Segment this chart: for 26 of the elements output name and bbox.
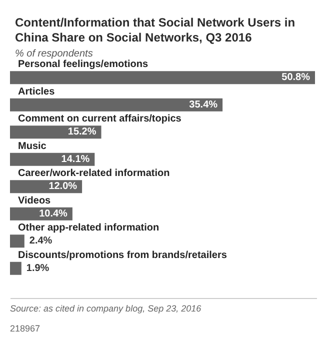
- data-label: 1.9%: [26, 262, 50, 274]
- source-note: Source: as cited in company blog, Sep 23, 2016: [10, 304, 202, 314]
- y-tick-label: Discounts/promotions from brands/retailers: [18, 250, 228, 261]
- data-label: 2.4%: [29, 236, 52, 247]
- y-tick-label: Music: [18, 140, 47, 152]
- y-tick-label: Personal feelings/emotions: [18, 59, 148, 70]
- y-tick-label: Articles: [18, 86, 56, 98]
- bar: [10, 234, 24, 248]
- bar: [10, 71, 315, 84]
- bar: [10, 126, 102, 139]
- data-label: 15.2%: [68, 126, 96, 138]
- y-tick-label: Other app-related information: [18, 222, 160, 234]
- y-tick-label: Career/work-related information: [18, 168, 170, 180]
- y-tick-label: Videos: [18, 195, 52, 206]
- text: 218967: [10, 324, 40, 334]
- bar: [10, 98, 223, 112]
- data-label: 10.4%: [39, 208, 68, 220]
- bar: [10, 152, 95, 166]
- data-label: 12.0%: [48, 181, 78, 192]
- data-label: 50.8%: [282, 72, 310, 84]
- chart-title: Content/Information that Social Network Users in China Share on Social Networks, Q3 2016: [15, 16, 298, 44]
- bar: [10, 262, 22, 275]
- data-label: 35.4%: [189, 99, 218, 110]
- chart-subtitle: % of respondents: [15, 48, 93, 60]
- y-tick-label: Comment on current affairs/topics: [18, 114, 182, 125]
- data-label: 14.1%: [61, 154, 90, 165]
